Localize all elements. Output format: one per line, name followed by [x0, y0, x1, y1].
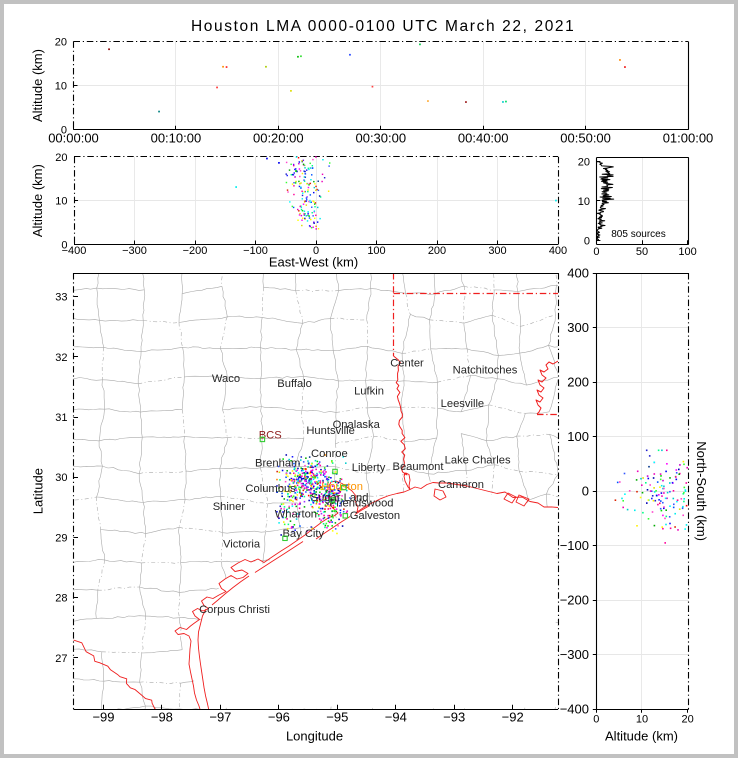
- svg-text:−94: −94: [385, 709, 407, 724]
- svg-text:BCS: BCS: [259, 430, 282, 442]
- svg-text:Lufkin: Lufkin: [354, 386, 384, 398]
- svg-text:Onalaska: Onalaska: [333, 419, 381, 431]
- svg-text:100: 100: [678, 246, 696, 258]
- svg-text:Galveston: Galveston: [350, 510, 400, 522]
- svg-text:00:00:00: 00:00:00: [48, 130, 99, 145]
- svg-text:0: 0: [593, 713, 599, 725]
- svg-text:Natchitoches: Natchitoches: [453, 364, 518, 376]
- svg-text:29: 29: [55, 532, 67, 544]
- svg-text:−99: −99: [92, 709, 114, 724]
- svg-text:0: 0: [593, 246, 599, 258]
- svg-text:01:00:00: 01:00:00: [663, 130, 714, 145]
- svg-text:Houston LMA 0000-0100 UTC Marc: Houston LMA 0000-0100 UTC March 22, 2021: [191, 18, 575, 35]
- svg-text:20: 20: [578, 157, 590, 169]
- svg-text:0: 0: [61, 240, 67, 252]
- svg-text:300: 300: [567, 320, 589, 335]
- svg-text:−400: −400: [62, 245, 87, 257]
- svg-text:Altitude (km): Altitude (km): [30, 49, 45, 122]
- svg-text:Victoria: Victoria: [223, 539, 261, 551]
- svg-text:Shiner: Shiner: [213, 501, 246, 513]
- svg-text:Liberty: Liberty: [352, 462, 386, 474]
- svg-text:32: 32: [55, 352, 67, 364]
- svg-text:33: 33: [55, 292, 67, 304]
- svg-text:Buffalo: Buffalo: [277, 378, 312, 390]
- svg-text:−92: −92: [502, 709, 524, 724]
- svg-text:Wharton: Wharton: [275, 509, 317, 521]
- svg-text:300: 300: [488, 245, 506, 257]
- svg-text:Altitude (km): Altitude (km): [605, 729, 678, 744]
- svg-text:Beaumont: Beaumont: [393, 461, 445, 473]
- svg-text:400: 400: [549, 245, 567, 257]
- svg-text:00:40:00: 00:40:00: [458, 130, 509, 145]
- svg-text:−93: −93: [443, 709, 465, 724]
- svg-text:50: 50: [636, 246, 648, 258]
- svg-text:27: 27: [55, 653, 67, 665]
- svg-text:400: 400: [567, 266, 589, 281]
- svg-text:31: 31: [55, 412, 67, 424]
- svg-text:Center: Center: [390, 357, 424, 369]
- svg-text:Altitude (km): Altitude (km): [30, 164, 45, 237]
- svg-text:Brenham: Brenham: [255, 458, 300, 470]
- svg-text:−100: −100: [560, 538, 589, 553]
- svg-text:−98: −98: [151, 709, 173, 724]
- svg-text:100: 100: [367, 245, 385, 257]
- svg-text:−96: −96: [268, 709, 290, 724]
- svg-text:28: 28: [55, 593, 67, 605]
- svg-text:−97: −97: [209, 709, 231, 724]
- svg-text:00:20:00: 00:20:00: [253, 130, 304, 145]
- svg-text:10: 10: [578, 196, 590, 208]
- svg-text:Latitude: Latitude: [30, 468, 45, 514]
- svg-text:Cameron: Cameron: [438, 479, 484, 491]
- svg-text:−400: −400: [560, 702, 589, 717]
- svg-text:Bay City: Bay City: [282, 528, 324, 540]
- svg-text:00:10:00: 00:10:00: [151, 130, 202, 145]
- svg-text:Leesville: Leesville: [441, 398, 485, 410]
- svg-text:−300: −300: [122, 245, 147, 257]
- svg-text:30: 30: [55, 472, 67, 484]
- svg-text:Lake Charles: Lake Charles: [445, 455, 511, 467]
- svg-text:Conroe: Conroe: [311, 448, 348, 460]
- svg-text:0: 0: [584, 235, 590, 247]
- svg-text:20: 20: [55, 152, 67, 164]
- svg-text:10: 10: [55, 81, 67, 93]
- svg-text:200: 200: [428, 245, 446, 257]
- svg-text:0: 0: [582, 484, 589, 499]
- svg-text:−300: −300: [560, 647, 589, 662]
- svg-text:−95: −95: [326, 709, 348, 724]
- svg-text:10: 10: [55, 196, 67, 208]
- svg-text:20: 20: [55, 36, 67, 48]
- svg-text:0: 0: [313, 245, 319, 257]
- svg-text:Huntsville: Huntsville: [306, 425, 355, 437]
- svg-text:00:50:00: 00:50:00: [560, 130, 611, 145]
- svg-text:Waco: Waco: [212, 373, 240, 385]
- svg-text:−200: −200: [183, 245, 208, 257]
- svg-text:North-South (km): North-South (km): [694, 441, 709, 541]
- svg-text:805 sources: 805 sources: [611, 229, 665, 240]
- svg-text:Sugar Land: Sugar Land: [311, 492, 369, 504]
- svg-text:Columbus: Columbus: [245, 483, 296, 495]
- svg-text:10: 10: [636, 713, 648, 725]
- svg-text:0: 0: [61, 125, 67, 137]
- svg-text:Corpus Christi: Corpus Christi: [199, 604, 270, 616]
- svg-text:100: 100: [567, 429, 589, 444]
- svg-text:20: 20: [681, 713, 693, 725]
- svg-text:−100: −100: [243, 245, 268, 257]
- svg-text:−200: −200: [560, 593, 589, 608]
- svg-text:Longitude: Longitude: [286, 729, 343, 744]
- svg-text:East-West (km): East-West (km): [269, 255, 358, 270]
- svg-text:200: 200: [567, 375, 589, 390]
- svg-text:00:30:00: 00:30:00: [355, 130, 406, 145]
- svg-text:Friendswood: Friendswood: [329, 498, 393, 510]
